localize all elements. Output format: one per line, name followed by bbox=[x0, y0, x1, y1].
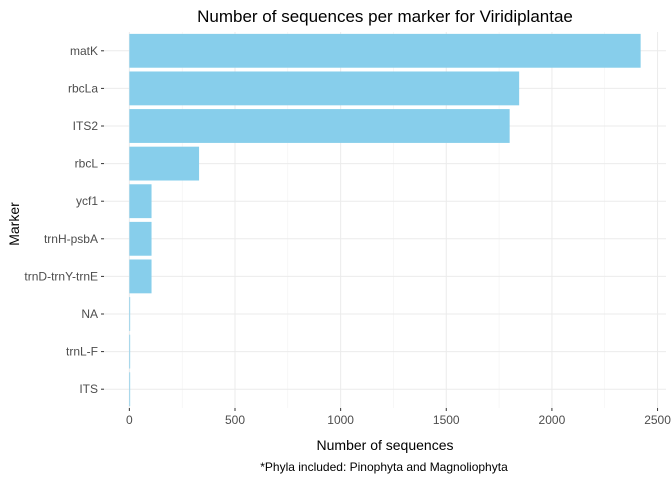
y-tick-label: ycf1 bbox=[76, 194, 98, 208]
bar-its bbox=[129, 372, 131, 407]
x-tick-label: 1000 bbox=[327, 413, 354, 427]
x-tick-label: 0 bbox=[126, 413, 133, 427]
y-tick-label: NA bbox=[81, 307, 98, 321]
y-tick-label: ITS bbox=[79, 382, 98, 396]
chart-caption: *Phyla included: Pinophyta and Magnoliop… bbox=[260, 460, 508, 474]
bar-its2 bbox=[129, 109, 510, 143]
x-tick-label: 2500 bbox=[644, 413, 671, 427]
bar-na bbox=[129, 297, 131, 331]
y-tick-label: trnL-F bbox=[66, 345, 98, 359]
bar-rbcl bbox=[129, 146, 200, 181]
bar-matk bbox=[129, 33, 641, 68]
y-tick-label: rbcLa bbox=[68, 81, 98, 95]
x-axis: 0 500 1000 1500 2000 2500 bbox=[126, 408, 671, 427]
bar-trnl-f bbox=[129, 334, 131, 369]
bar-trnd-trny-trne bbox=[129, 259, 152, 294]
y-tick-label: rbcL bbox=[75, 157, 99, 171]
y-axis: matK rbcLa ITS2 rbcL ycf1 trnH-psbA trnD-trnY-… bbox=[24, 44, 104, 396]
x-axis-title: Number of sequences bbox=[317, 437, 454, 453]
x-tick-label: 500 bbox=[225, 413, 245, 427]
y-tick-label: ITS2 bbox=[73, 119, 99, 133]
bar-trnh-psba bbox=[129, 221, 152, 256]
bar-rbcla bbox=[129, 71, 520, 106]
y-axis-title: Marker bbox=[6, 202, 22, 246]
bar-ycf1 bbox=[129, 184, 152, 219]
y-tick-label: matK bbox=[70, 44, 98, 58]
x-tick-label: 2000 bbox=[539, 413, 566, 427]
x-tick-label: 1500 bbox=[433, 413, 460, 427]
bars bbox=[129, 33, 641, 407]
chart-title: Number of sequences per marker for Virid… bbox=[197, 7, 573, 26]
y-tick-label: trnD-trnY-trnE bbox=[24, 269, 98, 283]
y-tick-label: trnH-psbA bbox=[44, 232, 98, 246]
